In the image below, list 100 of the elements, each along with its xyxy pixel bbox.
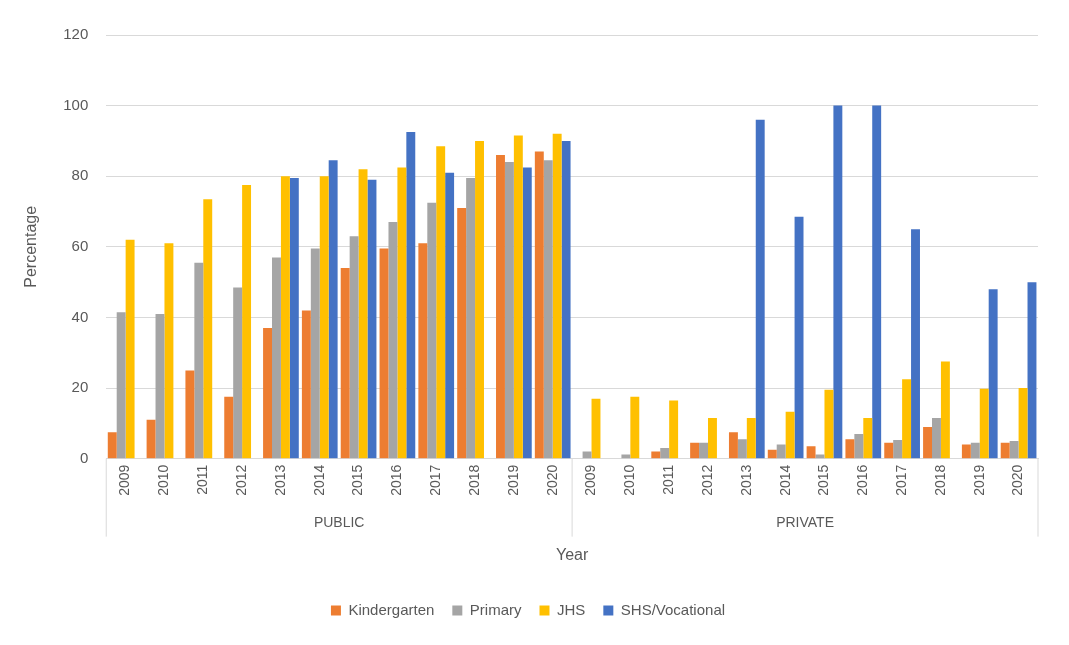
y-tick-label: 80 [71, 166, 89, 184]
legend-label: Kindergarten [348, 600, 435, 618]
y-tick-label: 0 [79, 448, 89, 466]
x-tick-label: 2010 [155, 464, 172, 496]
x-tick-label: 2013 [271, 464, 288, 496]
bar [911, 229, 920, 459]
bar [932, 418, 941, 459]
bar [815, 454, 825, 459]
bar [310, 248, 320, 459]
bar [737, 439, 747, 459]
x-tick-label: 2013 [737, 464, 754, 496]
bar [1027, 282, 1037, 459]
legend-label: SHS/Vocational [620, 600, 726, 618]
bar [1018, 388, 1028, 459]
bar [854, 433, 864, 459]
x-tick-label: 2015 [815, 464, 832, 496]
legend-label: JHS [556, 600, 586, 618]
bar [289, 177, 299, 459]
bar [940, 361, 950, 459]
bar [358, 169, 368, 459]
y-tick-label: 100 [63, 95, 89, 113]
y-tick-label: 40 [71, 307, 89, 325]
bar [397, 167, 407, 459]
bar [522, 167, 532, 459]
bar [349, 236, 359, 459]
x-tick-label: 2012 [698, 464, 715, 496]
bar [845, 439, 855, 459]
bar [233, 287, 243, 459]
bar [125, 239, 135, 459]
bar [436, 146, 446, 459]
y-tick-label: 20 [71, 378, 89, 396]
x-tick-label: 2011 [660, 464, 677, 495]
x-tick-label: 2017 [427, 464, 444, 496]
bar [699, 442, 708, 459]
bar [785, 411, 795, 459]
bar [272, 257, 281, 459]
text: PUBLIC [313, 513, 365, 530]
bar [280, 176, 290, 459]
bar [418, 243, 428, 459]
bar [164, 243, 174, 459]
bar [185, 370, 195, 459]
bar [872, 105, 882, 459]
bar [457, 207, 467, 459]
bar [690, 442, 700, 459]
x-tick-label: 2012 [232, 464, 249, 496]
bar [427, 202, 437, 459]
bar [961, 444, 971, 459]
bar [388, 222, 398, 459]
bar [630, 396, 640, 459]
y-tick-label: 60 [71, 236, 89, 254]
x-tick-label: 2020 [543, 464, 560, 496]
x-tick-label: 2016 [388, 464, 405, 496]
bar [107, 432, 117, 459]
bar [543, 160, 553, 459]
bar [328, 160, 338, 459]
bar [146, 419, 156, 459]
x-tick-label: 2014 [776, 464, 793, 496]
bar [794, 216, 804, 459]
bar [767, 449, 777, 459]
x-tick-label: 2019 [504, 464, 521, 496]
bar [824, 389, 834, 459]
bar [651, 451, 661, 459]
bar [319, 176, 329, 459]
x-tick-label: 2018 [465, 464, 482, 496]
bar [406, 132, 416, 459]
bar [116, 312, 126, 459]
x-axis-title: Year [555, 545, 589, 563]
bar [561, 140, 571, 459]
x-tick-label: 2009 [582, 464, 599, 496]
bar [242, 185, 252, 459]
x-tick-label: 2011 [194, 464, 211, 495]
bar [776, 444, 786, 459]
legend-label: Primary [469, 600, 522, 618]
bar [979, 388, 989, 459]
x-tick-label: 2010 [621, 464, 638, 496]
bar [708, 418, 717, 459]
x-tick-label: 2009 [116, 464, 133, 496]
bar [806, 446, 816, 459]
bar [513, 135, 523, 459]
bar [863, 418, 873, 459]
bar [263, 328, 273, 459]
bar [660, 448, 670, 459]
bar [534, 151, 544, 459]
bar [475, 140, 484, 459]
y-tick-label: 120 [63, 25, 89, 43]
bar [988, 289, 998, 459]
bar [746, 418, 756, 459]
x-tick-label: 2020 [1009, 464, 1026, 496]
x-tick-label: 2014 [310, 464, 327, 496]
bar [728, 432, 738, 459]
bar [923, 426, 933, 459]
bar [970, 442, 980, 459]
bar [893, 439, 903, 459]
x-tick-label: 2015 [349, 464, 366, 496]
bar [224, 396, 234, 459]
bar [552, 133, 562, 459]
bar [203, 199, 213, 459]
x-tick-label: 2017 [892, 464, 909, 496]
bar [582, 451, 592, 459]
x-tick-label: 2018 [931, 464, 948, 496]
